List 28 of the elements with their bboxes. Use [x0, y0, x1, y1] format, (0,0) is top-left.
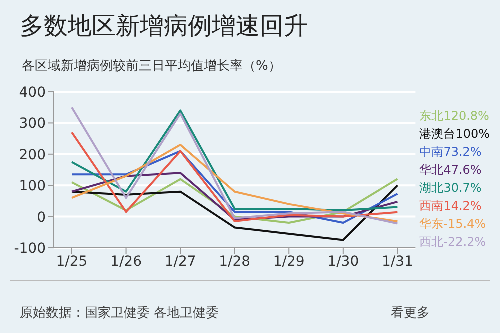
x-tick-label: 1/28: [219, 254, 251, 270]
text: 港澳台100%: [420, 126, 490, 142]
line-series: [71, 172, 399, 221]
text: 湖北30.7%: [420, 180, 483, 196]
y-tick-label: 100: [19, 178, 46, 195]
x-tick-label: 1/27: [164, 254, 196, 270]
y-tick-label: 200: [19, 147, 46, 164]
text: 西北-22.2%: [420, 234, 488, 250]
text: 看更多: [391, 305, 430, 322]
x-tick-label: 1/26: [110, 254, 142, 270]
chart-title: 多数地区新增病例增速回升: [20, 11, 308, 42]
y-tick-label: 400: [19, 84, 46, 101]
series-label: 华东-15.4%: [420, 216, 488, 232]
text: 原始数据：国家卫健委 各地卫健委: [20, 305, 220, 322]
line-series: [71, 184, 399, 242]
y-tick-label: 300: [19, 116, 46, 132]
x-tick-label: 1/30: [328, 254, 360, 270]
text: 华北47.6%: [420, 162, 483, 178]
series-label: 西南14.2%: [420, 198, 483, 214]
text: 中南73.2%: [420, 144, 483, 160]
text: 东北120.8%: [420, 108, 490, 124]
line-series: [71, 178, 399, 224]
chart-subtitle: 各区域新增病例较前三日平均值增长率（%）: [22, 58, 282, 75]
x-tick-label: 1/25: [56, 254, 88, 270]
y-tick-label: 0: [37, 210, 46, 226]
y-tick-label: -100: [14, 240, 46, 257]
x-tick-label: 1/31: [382, 254, 414, 270]
x-tick-label: 1/29: [273, 254, 305, 270]
